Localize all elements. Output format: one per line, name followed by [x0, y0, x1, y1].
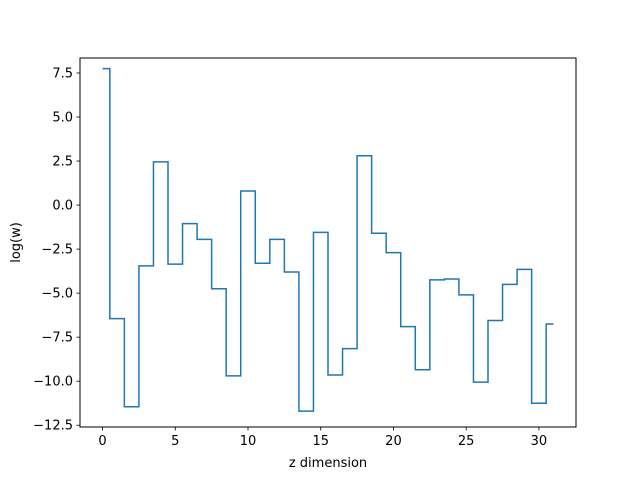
- x-tick-label: 15: [312, 434, 329, 449]
- y-tick-label: 5.0: [52, 111, 73, 126]
- series-layer: [102, 67, 554, 412]
- x-axis-label: z dimension: [289, 456, 367, 471]
- x-tick-label: 25: [458, 434, 475, 449]
- y-tick-label: −10.0: [33, 375, 73, 390]
- y-tick-label: 2.5: [52, 155, 73, 170]
- y-tick-label: −7.5: [41, 331, 73, 346]
- x-tick-label: 10: [240, 434, 257, 449]
- y-tick-label: −12.5: [33, 419, 73, 434]
- y-tick-label: 7.5: [52, 66, 73, 81]
- axis-layer: 0 5 10 15 20 25 30 −12.5 −10.0 −7.5 −5.0 −2.5 0.0 2.5…: [33, 66, 547, 449]
- x-tick-label: 20: [385, 434, 402, 449]
- y-tick-label: 0.0: [52, 199, 73, 214]
- y-tick-label: −5.0: [41, 287, 73, 302]
- x-tick-label: 0: [98, 434, 106, 449]
- y-tick-label: −2.5: [41, 243, 73, 258]
- series-line-0: [102, 67, 554, 412]
- plot-frame: [79, 57, 577, 428]
- y-axis-label: log(w): [9, 222, 24, 263]
- x-tick-label: 5: [171, 434, 179, 449]
- x-tick-label: 30: [531, 434, 548, 449]
